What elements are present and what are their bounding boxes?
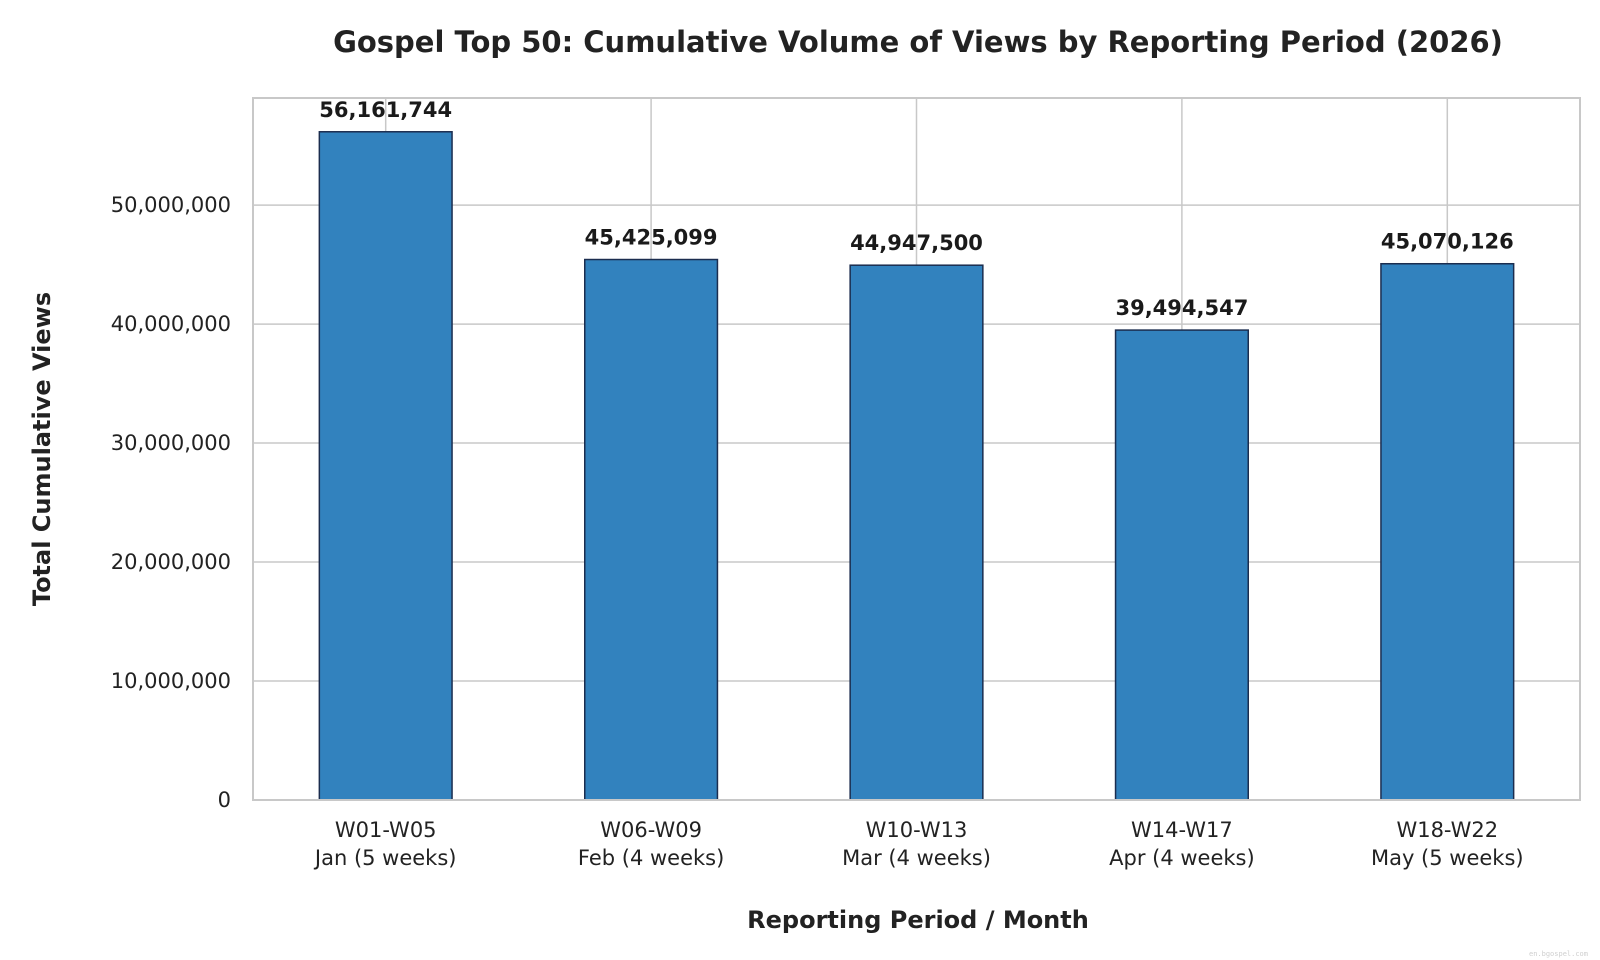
x-tick-label-period: W14-W17 [1131,818,1233,842]
bar-data-label: 45,425,099 [585,226,718,250]
x-axis-label: Reporting Period / Month [747,906,1089,934]
bar-data-label: 39,494,547 [1115,296,1248,320]
plot-frame [252,97,1581,801]
y-tick-label: 10,000,000 [111,669,231,693]
x-tick-label-month: Feb (4 weeks) [578,846,724,870]
x-tick-label-month: Apr (4 weeks) [1109,846,1255,870]
x-tick-label-period: W06-W09 [600,818,702,842]
y-tick-label: 30,000,000 [111,431,231,455]
y-tick-label: 40,000,000 [111,312,231,336]
x-tick-label-month: Jan (5 weeks) [313,846,457,870]
x-tick-label-period: W18-W22 [1396,818,1498,842]
x-tick-label-month: Mar (4 weeks) [842,846,991,870]
y-axis-ticks: 0 10,000,000 20,000,000 30,000,000 40,000,00… [111,193,231,812]
y-tick-label: 20,000,000 [111,550,231,574]
chart-title: Gospel Top 50: Cumulative Volume of View… [333,25,1503,59]
x-axis-ticks: W01-W05 Jan (5 weeks) W06-W09 Feb (4 weeks)… [313,818,1524,870]
bar-data-label: 44,947,500 [850,231,983,255]
y-tick-label: 50,000,000 [111,193,231,217]
x-tick-label-month: May (5 weeks) [1371,846,1524,870]
x-tick-label-period: W01-W05 [335,818,437,842]
y-axis-label: Total Cumulative Views [28,292,56,606]
bar [1114,329,1250,801]
watermark: en.bgospel.com [1529,950,1588,958]
x-tick-label-period: W10-W13 [866,818,968,842]
bar [849,264,984,801]
bar-data-labels: 56,161,744 45,425,099 44,947,500 39,494,547… [319,98,1513,320]
bar-data-label: 45,070,126 [1381,230,1514,254]
bar [1380,262,1515,801]
bar [318,131,453,801]
bar-data-label: 56,161,744 [319,98,452,122]
bars [318,131,1515,801]
y-tick-label: 0 [218,788,231,812]
bar [584,258,719,801]
